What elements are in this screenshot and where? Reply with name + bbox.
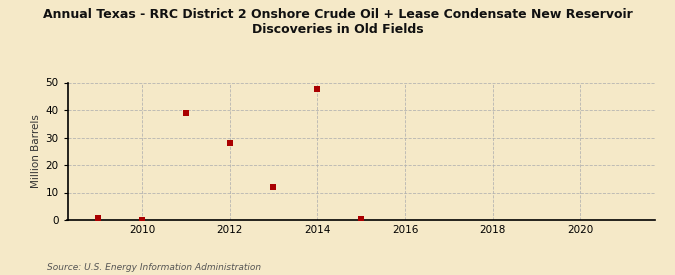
Point: [312, 87, 323, 92]
Point: [92, 216, 103, 220]
Point: [136, 218, 147, 222]
Text: Source: U.S. Energy Information Administration: Source: U.S. Energy Information Administ…: [47, 263, 261, 272]
Point: [224, 141, 235, 145]
Point: [356, 216, 367, 221]
Y-axis label: Million Barrels: Million Barrels: [31, 114, 41, 188]
Text: Annual Texas - RRC District 2 Onshore Crude Oil + Lease Condensate New Reservoir: Annual Texas - RRC District 2 Onshore Cr…: [43, 8, 632, 36]
Point: [268, 185, 279, 189]
Point: [180, 111, 191, 115]
